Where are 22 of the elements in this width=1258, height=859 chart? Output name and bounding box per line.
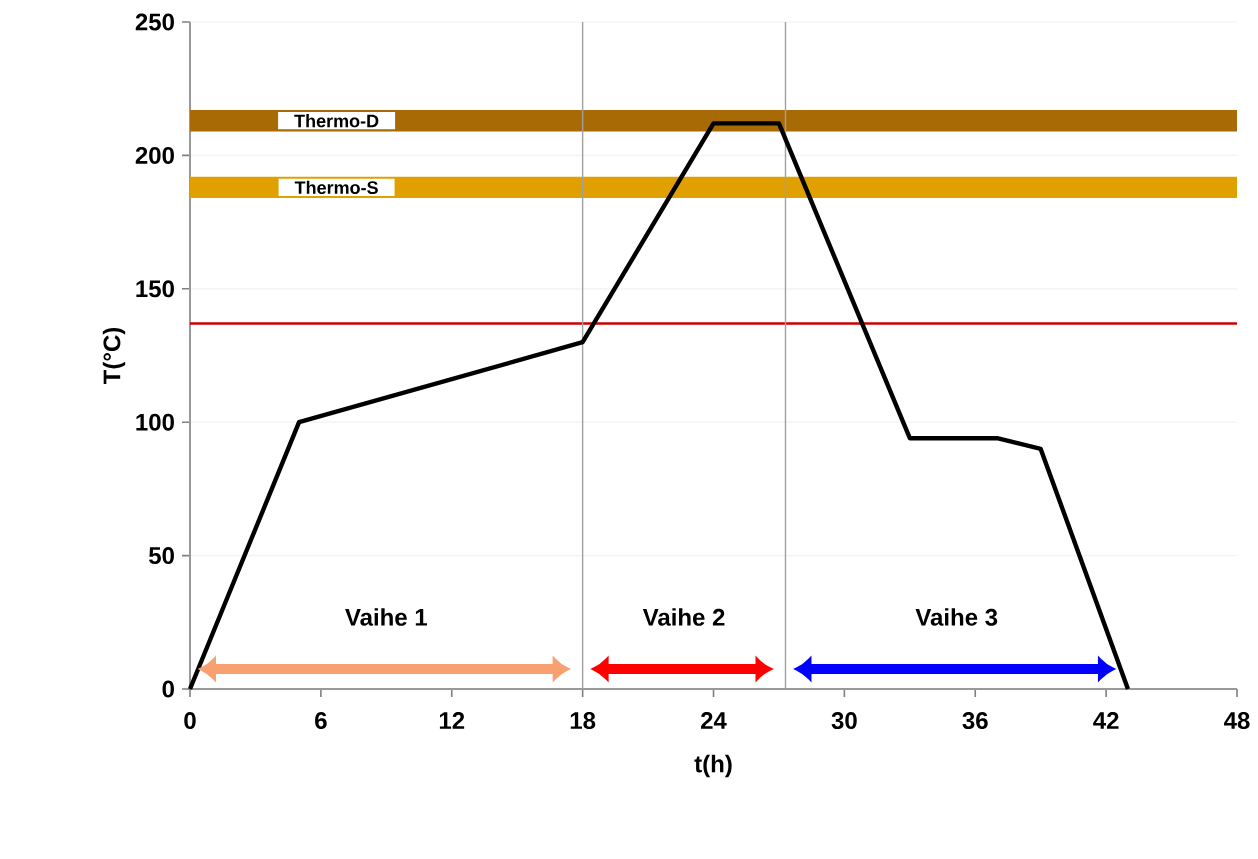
y-tick-label: 250 xyxy=(135,13,174,31)
band-label: Thermo-S xyxy=(294,180,378,195)
x-axis-title: t(h) xyxy=(694,754,732,778)
y-axis-title: T(°C) xyxy=(102,327,126,385)
x-tick-label: 48 xyxy=(1224,712,1250,730)
x-tick-label: 0 xyxy=(184,712,196,730)
y-tick-label: 100 xyxy=(136,413,174,431)
y-tick-label: 200 xyxy=(135,146,174,164)
x-tick-label: 42 xyxy=(1093,712,1119,729)
band-label: Thermo-D xyxy=(294,114,379,128)
y-tick-label: 0 xyxy=(162,680,174,698)
annotation: Vaihe 2 xyxy=(642,608,725,626)
x-tick-label: 30 xyxy=(831,712,857,730)
annotation: Vaihe 3 xyxy=(915,608,998,626)
x-tick-label: 6 xyxy=(315,712,327,730)
x-tick-label: 18 xyxy=(570,712,596,730)
annotation: Vaihe 1 xyxy=(345,608,427,626)
x-tick-label: 36 xyxy=(962,712,988,730)
y-tick-label: 50 xyxy=(149,547,174,565)
x-tick-label: 12 xyxy=(439,712,465,729)
y-tick-label: 150 xyxy=(136,280,174,298)
x-tick-label: 24 xyxy=(701,712,727,729)
